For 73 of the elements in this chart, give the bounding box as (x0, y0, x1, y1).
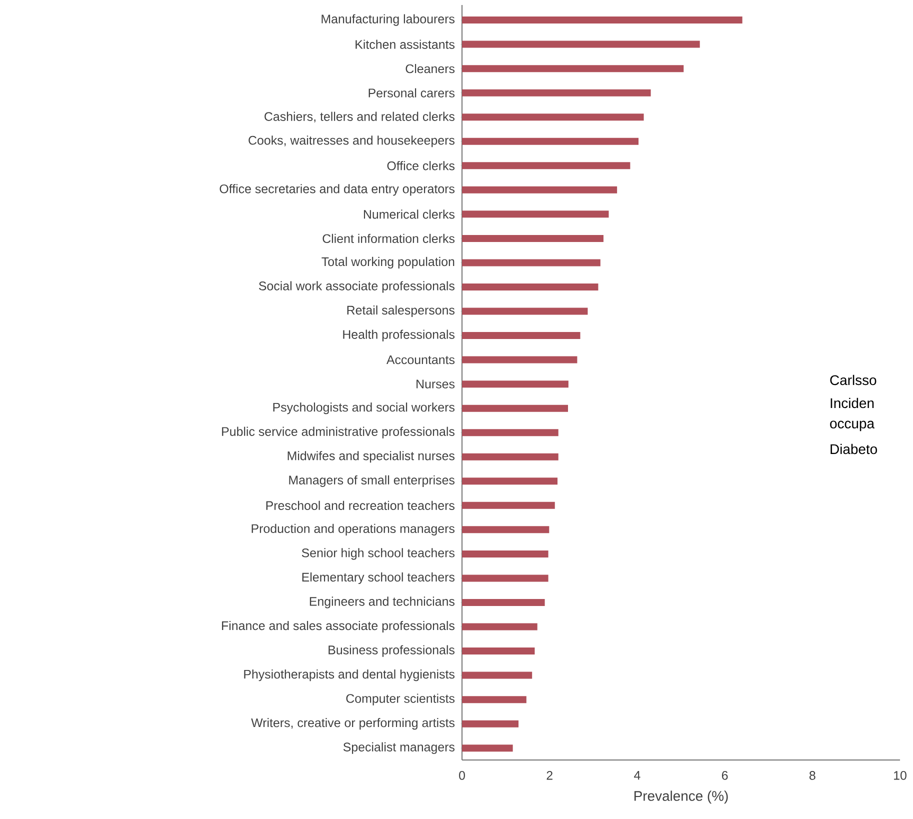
y-tick-label: Social work associate professionals (258, 281, 454, 293)
bar (462, 210, 609, 218)
bar (462, 720, 519, 728)
y-tick-label: Computer scientists (346, 694, 455, 706)
y-tick-label: Psychologists and social workers (273, 402, 455, 414)
bar (462, 672, 532, 679)
y-tick-label: Office clerks (387, 161, 455, 170)
x-tick-label: 10 (894, 771, 906, 780)
bar (462, 502, 555, 509)
x-tick-label: 4 (634, 771, 640, 780)
y-tick-label: Numerical clerks (364, 210, 455, 219)
y-tick-label: Production and operations managers (252, 524, 454, 536)
y-tick-label: Cooks, waitresses and housekeepers (248, 136, 454, 148)
y-tick-label: Specialist managers (343, 742, 455, 754)
bar (462, 259, 600, 266)
y-tick-label: Public service administrative professionals (222, 426, 454, 438)
x-tick-label: 2 (546, 771, 552, 780)
x-tick-label: 0 (459, 771, 465, 780)
bar (462, 89, 651, 96)
bar (462, 162, 630, 170)
y-tick-label: Kitchen assistants (356, 40, 455, 49)
y-tick-label: Client information clerks (322, 234, 455, 244)
x-tick-label: 8 (809, 771, 816, 780)
bar (462, 429, 558, 436)
bar (462, 138, 639, 145)
bar (462, 744, 513, 752)
bar (462, 332, 580, 340)
y-tick-label: Managers of small enterprises (289, 475, 455, 487)
bar (462, 598, 545, 606)
bar (462, 623, 538, 630)
bar (462, 453, 558, 460)
y-tick-label: Manufacturing labourers (322, 14, 455, 26)
y-tick-label: Cashiers, tellers and related clerks (264, 112, 455, 122)
y-tick-label: Elementary school teachers (302, 572, 455, 584)
bar (462, 574, 548, 582)
y-tick-label: Retail salespersons (347, 305, 455, 318)
x-axis-title: Prevalence (%) (634, 790, 728, 804)
y-tick-label: Engineers and technicians (310, 596, 454, 608)
y-tick-label: Personal carers (368, 88, 455, 98)
bar (462, 283, 598, 290)
bar (462, 550, 548, 558)
bar (462, 186, 618, 194)
x-tick-label: 6 (722, 771, 728, 780)
bar (462, 696, 526, 704)
y-tick-label: Senior high school teachers (302, 548, 455, 560)
bar (462, 380, 568, 388)
bar (462, 404, 568, 412)
bar (462, 308, 588, 315)
bar (462, 648, 535, 655)
y-tick-label: Finance and sales associate professionals (222, 620, 454, 633)
y-tick-label: Preschool and recreation teachers (266, 500, 454, 510)
bar (462, 356, 578, 364)
y-tick-label: Midwifes and specialist nurses (288, 451, 455, 463)
bar (462, 234, 604, 242)
bar (462, 526, 550, 534)
bar (462, 40, 700, 48)
annotation: Carlsso (830, 374, 876, 386)
y-tick-label: Business professionals (328, 645, 455, 657)
y-tick-label: Physiotherapists and dental hygienists (244, 669, 454, 682)
y-tick-label: Health professionals (343, 330, 455, 342)
bar (462, 16, 742, 24)
y-tick-label: Writers, creative or performing artists (251, 718, 455, 730)
annotation: occupa (830, 420, 874, 432)
annotation: Inciden (830, 398, 874, 408)
y-tick-label: Accountants (386, 355, 455, 364)
y-tick-label: Total working population (322, 256, 454, 269)
bar (462, 65, 684, 72)
y-tick-label: Office secretaries and data entry operators (220, 184, 455, 196)
bar (462, 478, 558, 485)
y-tick-label: Cleaners (406, 64, 455, 74)
y-tick-label: Nurses (416, 380, 455, 388)
bar (462, 114, 644, 121)
annotation: Diabeto (830, 444, 878, 454)
